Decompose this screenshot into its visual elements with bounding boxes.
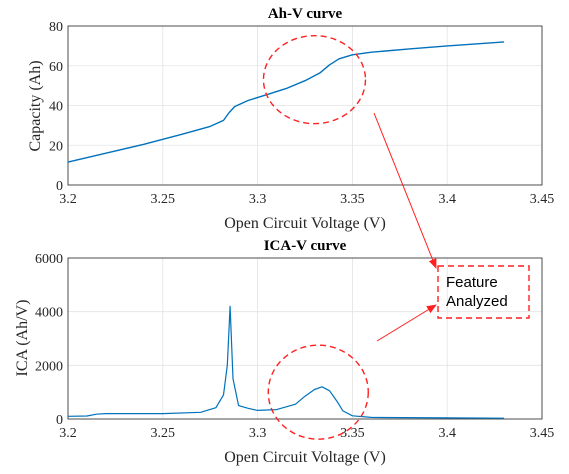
- y-tick-label: 2000: [35, 359, 63, 374]
- y-tick-label: 60: [49, 60, 63, 75]
- ica-v-plot-frame: [67, 257, 543, 420]
- ah-v-plot-frame: [67, 25, 543, 186]
- x-tick-label: 3.2: [59, 426, 77, 441]
- ica-v-series-line: [67, 305, 505, 419]
- feature-analyzed-annotation: Feature Analyzed: [373, 112, 530, 342]
- y-tick-label: 4000: [35, 306, 63, 321]
- ica-v-y-tick-labels: 0 2000 4000 6000: [35, 252, 63, 428]
- y-tick-label: 20: [49, 139, 63, 154]
- ah-v-series-line: [67, 41, 505, 163]
- x-tick-label: 3.25: [151, 426, 176, 441]
- ica-v-y-axis-label: ICA (Ah/V): [14, 300, 31, 377]
- ica-v-chart: ICA-V curve 0 2000 4000 6000 3.2 3.25 3.3 3.35…: [14, 238, 554, 466]
- arrow-from-ah-v-ellipse: [373, 112, 437, 269]
- x-tick-label: 3.2: [59, 192, 77, 207]
- x-tick-label: 3.35: [340, 426, 365, 441]
- feature-analyzed-line1: Feature: [446, 274, 498, 291]
- ah-v-feature-ellipse: [262, 34, 367, 125]
- x-tick-label: 3.45: [530, 192, 555, 207]
- ah-v-y-tick-labels: 0 20 40 60 80: [49, 20, 63, 194]
- ah-v-x-tick-labels: 3.2 3.25 3.3 3.35 3.4 3.45: [59, 192, 554, 207]
- x-tick-label: 3.25: [151, 192, 176, 207]
- ah-v-gridlines: [67, 25, 543, 186]
- ica-v-feature-ellipse: [267, 344, 369, 440]
- ica-v-x-tick-labels: 3.2 3.25 3.3 3.35 3.4 3.45: [59, 426, 554, 441]
- y-tick-label: 80: [49, 20, 63, 35]
- x-tick-label: 3.35: [340, 192, 365, 207]
- x-tick-label: 3.4: [438, 426, 456, 441]
- x-tick-label: 3.4: [438, 192, 456, 207]
- ah-v-x-axis-label: Open Circuit Voltage (V): [224, 215, 386, 232]
- x-tick-label: 3.3: [249, 426, 267, 441]
- y-tick-label: 0: [56, 413, 63, 428]
- y-tick-label: 6000: [35, 252, 63, 267]
- feature-analyzed-line2: Analyzed: [446, 293, 508, 310]
- ah-v-title: Ah-V curve: [268, 6, 343, 22]
- x-tick-label: 3.45: [530, 426, 555, 441]
- ica-v-x-axis-label: Open Circuit Voltage (V): [224, 449, 386, 466]
- y-tick-label: 40: [49, 100, 63, 115]
- x-tick-label: 3.3: [249, 192, 267, 207]
- feature-analyzed-box: [437, 265, 530, 319]
- ica-v-title: ICA-V curve: [264, 238, 347, 254]
- ah-v-y-axis-label: Capacity (Ah): [27, 60, 44, 151]
- y-tick-label: 0: [56, 179, 63, 194]
- arrow-from-ica-v-ellipse: [376, 304, 437, 342]
